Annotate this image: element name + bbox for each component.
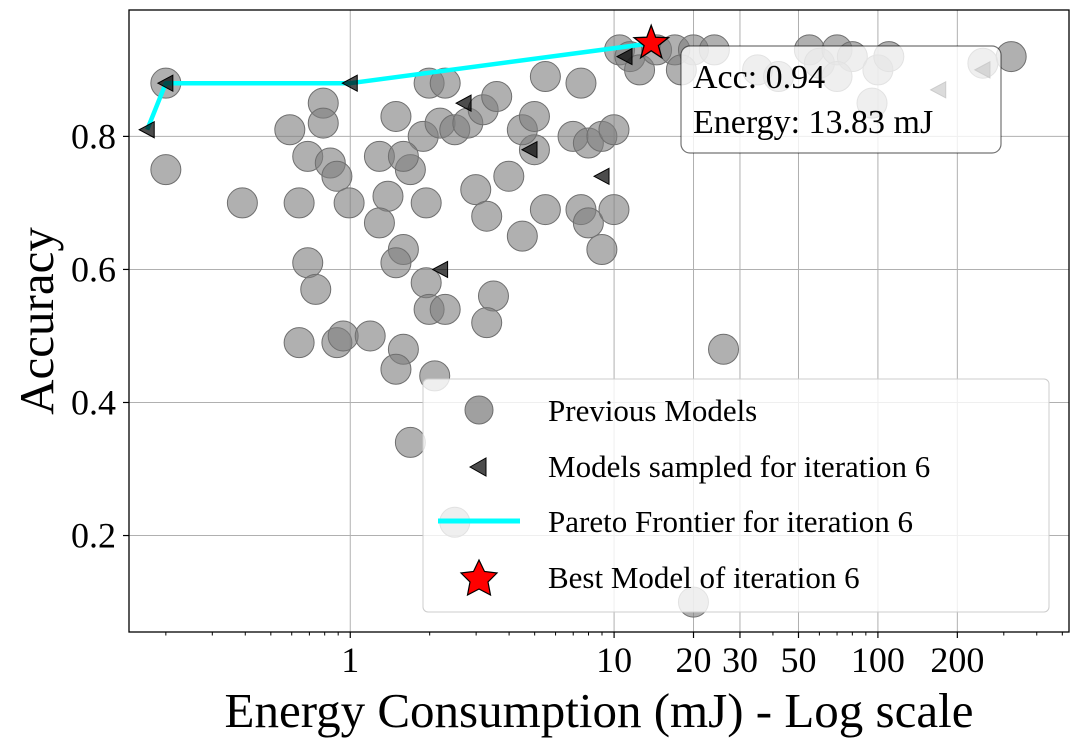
- previous-model-point: [708, 333, 740, 365]
- previous-model-point: [354, 320, 386, 352]
- previous-model-point: [410, 267, 442, 299]
- annotation-box: Acc: 0.94 Energy: 13.83 mJ: [680, 45, 1002, 154]
- previous-model-point: [518, 100, 550, 132]
- x-axis-title: Energy Consumption (mJ) - Log scale: [225, 683, 974, 738]
- previous-model-point: [380, 247, 412, 279]
- legend-label-sampled: Models sampled for iteration 6: [548, 449, 930, 484]
- sampled-model-point: [341, 74, 358, 93]
- previous-model-point: [410, 187, 442, 219]
- previous-model-point: [429, 293, 461, 325]
- best-model-point: [632, 23, 671, 60]
- y-tick-label: 0.6: [71, 249, 116, 289]
- previous-model-point: [321, 160, 353, 192]
- previous-model-point: [429, 67, 461, 99]
- previous-model-point: [387, 140, 419, 172]
- legend-triangle-icon: [468, 457, 487, 477]
- sampled-model-point: [156, 74, 174, 93]
- previous-model-point: [572, 207, 604, 239]
- x-tick-label: 10: [596, 640, 632, 680]
- previous-model-point: [598, 114, 630, 146]
- sampled-model-point: [431, 260, 449, 279]
- x-tick-label: 100: [851, 640, 905, 680]
- sampled-model-point: [615, 47, 633, 66]
- sampled-model-point: [138, 120, 155, 139]
- previous-model-point: [481, 80, 513, 112]
- annotation-accuracy: Acc: 0.94: [693, 59, 825, 96]
- y-tick-label: 0.2: [71, 516, 116, 556]
- previous-model-point: [327, 320, 359, 352]
- x-tick-label: 1: [341, 640, 359, 680]
- previous-model-point: [226, 187, 258, 219]
- previous-model-point: [283, 327, 315, 359]
- previous-model-point: [477, 280, 509, 312]
- previous-model-point: [380, 100, 412, 132]
- x-tick-label: 50: [780, 640, 816, 680]
- previous-model-point: [565, 67, 597, 99]
- previous-model-point: [586, 233, 618, 265]
- sampled-models-points: [138, 47, 991, 279]
- sampled-model-point: [454, 94, 472, 112]
- legend: Previous Models Models sampled for itera…: [422, 378, 1050, 613]
- legend-frame: [422, 378, 1050, 613]
- previous-model-point: [493, 160, 525, 192]
- pareto-frontier-line: [145, 41, 652, 131]
- annotation-energy: Energy: 13.83 mJ: [693, 104, 933, 141]
- previous-model-point: [471, 200, 503, 232]
- previous-model-point: [363, 207, 395, 239]
- best-model-point: [632, 23, 671, 60]
- previous-model-point: [150, 154, 182, 186]
- previous-model-point: [598, 194, 630, 226]
- legend-label-previous: Previous Models: [548, 393, 757, 428]
- previous-model-point: [274, 114, 306, 146]
- x-tick-label: 200: [930, 640, 984, 680]
- previous-model-point: [471, 307, 503, 339]
- previous-model-point: [307, 107, 339, 139]
- y-axis-title: Accuracy: [9, 227, 64, 415]
- legend-star-icon: [459, 558, 499, 597]
- pareto-frontier-line: [145, 41, 652, 131]
- legend-label-best: Best Model of iteration 6: [548, 560, 860, 595]
- previous-model-point: [529, 61, 561, 93]
- legend-label-pareto: Pareto Frontier for iteration 6: [548, 504, 913, 539]
- previous-model-point: [460, 174, 492, 206]
- previous-model-point: [372, 180, 404, 212]
- previous-model-point: [300, 273, 332, 305]
- y-tick-label: 0.8: [71, 116, 116, 156]
- previous-model-point: [283, 187, 315, 219]
- plot-frame: [128, 9, 1070, 633]
- legend-circle-icon: [464, 395, 494, 425]
- previous-model-point: [506, 220, 538, 252]
- previous-model-point: [529, 194, 561, 226]
- y-tick-label: 0.4: [71, 382, 116, 422]
- previous-model-point: [292, 247, 324, 279]
- previous-model-point: [333, 187, 365, 219]
- previous-model-point: [394, 426, 426, 458]
- sampled-model-point: [520, 140, 538, 159]
- sampled-model-point: [592, 167, 610, 186]
- x-tick-label: 30: [722, 640, 758, 680]
- previous-model-point: [380, 353, 412, 385]
- x-tick-label: 20: [676, 640, 712, 680]
- axis-ticks: 1 10 20 30 50 100 200 0.2 0.4 0.6 0.8: [71, 116, 1063, 680]
